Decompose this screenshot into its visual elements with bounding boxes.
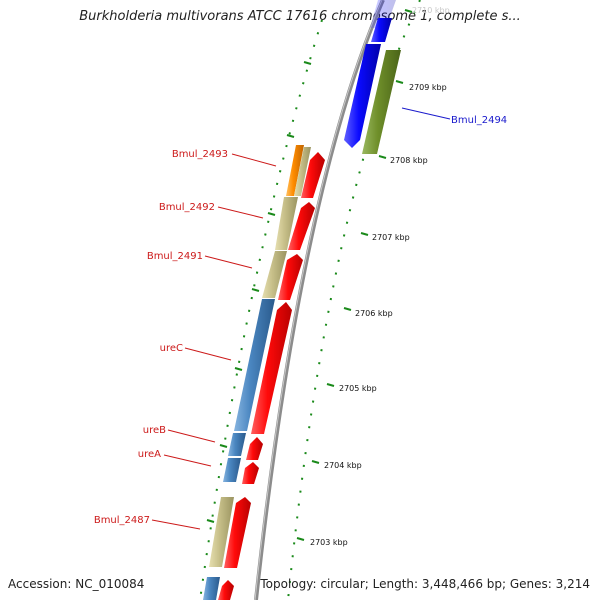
cds-feature-bmul-2487[interactable]	[224, 497, 251, 568]
tick-label: 2709 kbp	[409, 83, 447, 92]
gene-label-bmul-2487[interactable]: Bmul_2487	[94, 515, 150, 526]
cog-feature-bmul-2491	[262, 251, 287, 298]
gene-label-urec[interactable]: ureC	[160, 343, 183, 354]
cds-feature-ureb[interactable]	[246, 437, 263, 460]
gene-label-bmul-2492[interactable]: Bmul_2492	[159, 202, 215, 213]
tick-labels: 2710 kbp 2709 kbp 2708 kbp 2707 kbp 2706…	[310, 6, 450, 547]
major-ticks	[296, 9, 413, 541]
forward-strand-features	[344, 0, 401, 154]
tick-label: 2707 kbp	[372, 233, 410, 242]
cog-feature-urea	[223, 458, 241, 482]
gene-label-bmul-2493[interactable]: Bmul_2493	[172, 149, 228, 160]
cog-feature	[203, 577, 220, 600]
gene-label-ureb[interactable]: ureB	[143, 425, 166, 436]
cds-feature	[370, 0, 396, 28]
cds-feature-bmul-2494[interactable]	[344, 44, 381, 148]
label-leaders	[151, 107, 451, 530]
backbone-arc	[254, 0, 385, 600]
gene-label-bmul-2491[interactable]: Bmul_2491	[147, 251, 203, 262]
gene-labels: Bmul_2494 Bmul_2493 Bmul_2492 Bmul_2491 …	[94, 115, 507, 526]
cds-feature-urec[interactable]	[251, 302, 292, 434]
reverse-strand-cog	[203, 145, 311, 600]
backbone-arc-highlight	[254, 0, 383, 600]
inner-major-ticks	[206, 61, 312, 523]
accession-text: Accession: NC_010084	[8, 577, 145, 591]
tick-label: 2705 kbp	[339, 384, 377, 393]
cds-feature-bmul-2492[interactable]	[288, 202, 315, 250]
gene-label-bmul-2494[interactable]: Bmul_2494	[451, 115, 507, 126]
cds-feature	[371, 18, 392, 42]
tick-label: 2710 kbp	[412, 6, 450, 15]
cog-feature-bmul-2494	[362, 50, 401, 154]
cog-feature-bmul-2493-b	[294, 147, 311, 196]
cds-feature-bmul-2493[interactable]	[301, 152, 325, 198]
tick-label: 2708 kbp	[390, 156, 428, 165]
map-title: Burkholderia multivorans ATCC 17616 chro…	[79, 9, 521, 24]
tick-label: 2704 kbp	[324, 461, 362, 470]
tick-label: 2703 kbp	[310, 538, 348, 547]
cds-feature-bmul-2491[interactable]	[278, 254, 303, 300]
cds-feature-urea[interactable]	[242, 462, 259, 484]
cog-feature-bmul-2487	[209, 497, 234, 567]
cds-feature	[218, 580, 234, 600]
cog-feature-bmul-2493	[286, 145, 304, 196]
cog-feature-bmul-2492	[275, 197, 298, 250]
gene-label-urea[interactable]: ureA	[138, 449, 161, 460]
cog-feature-ureb	[228, 433, 246, 456]
genome-summary-text: Topology: circular; Length: 3,448,466 bp…	[260, 577, 590, 591]
reverse-strand-cds	[218, 152, 325, 600]
outer-tick-track	[287, 0, 421, 600]
tick-label: 2706 kbp	[355, 309, 393, 318]
cog-feature-urec	[234, 299, 275, 431]
